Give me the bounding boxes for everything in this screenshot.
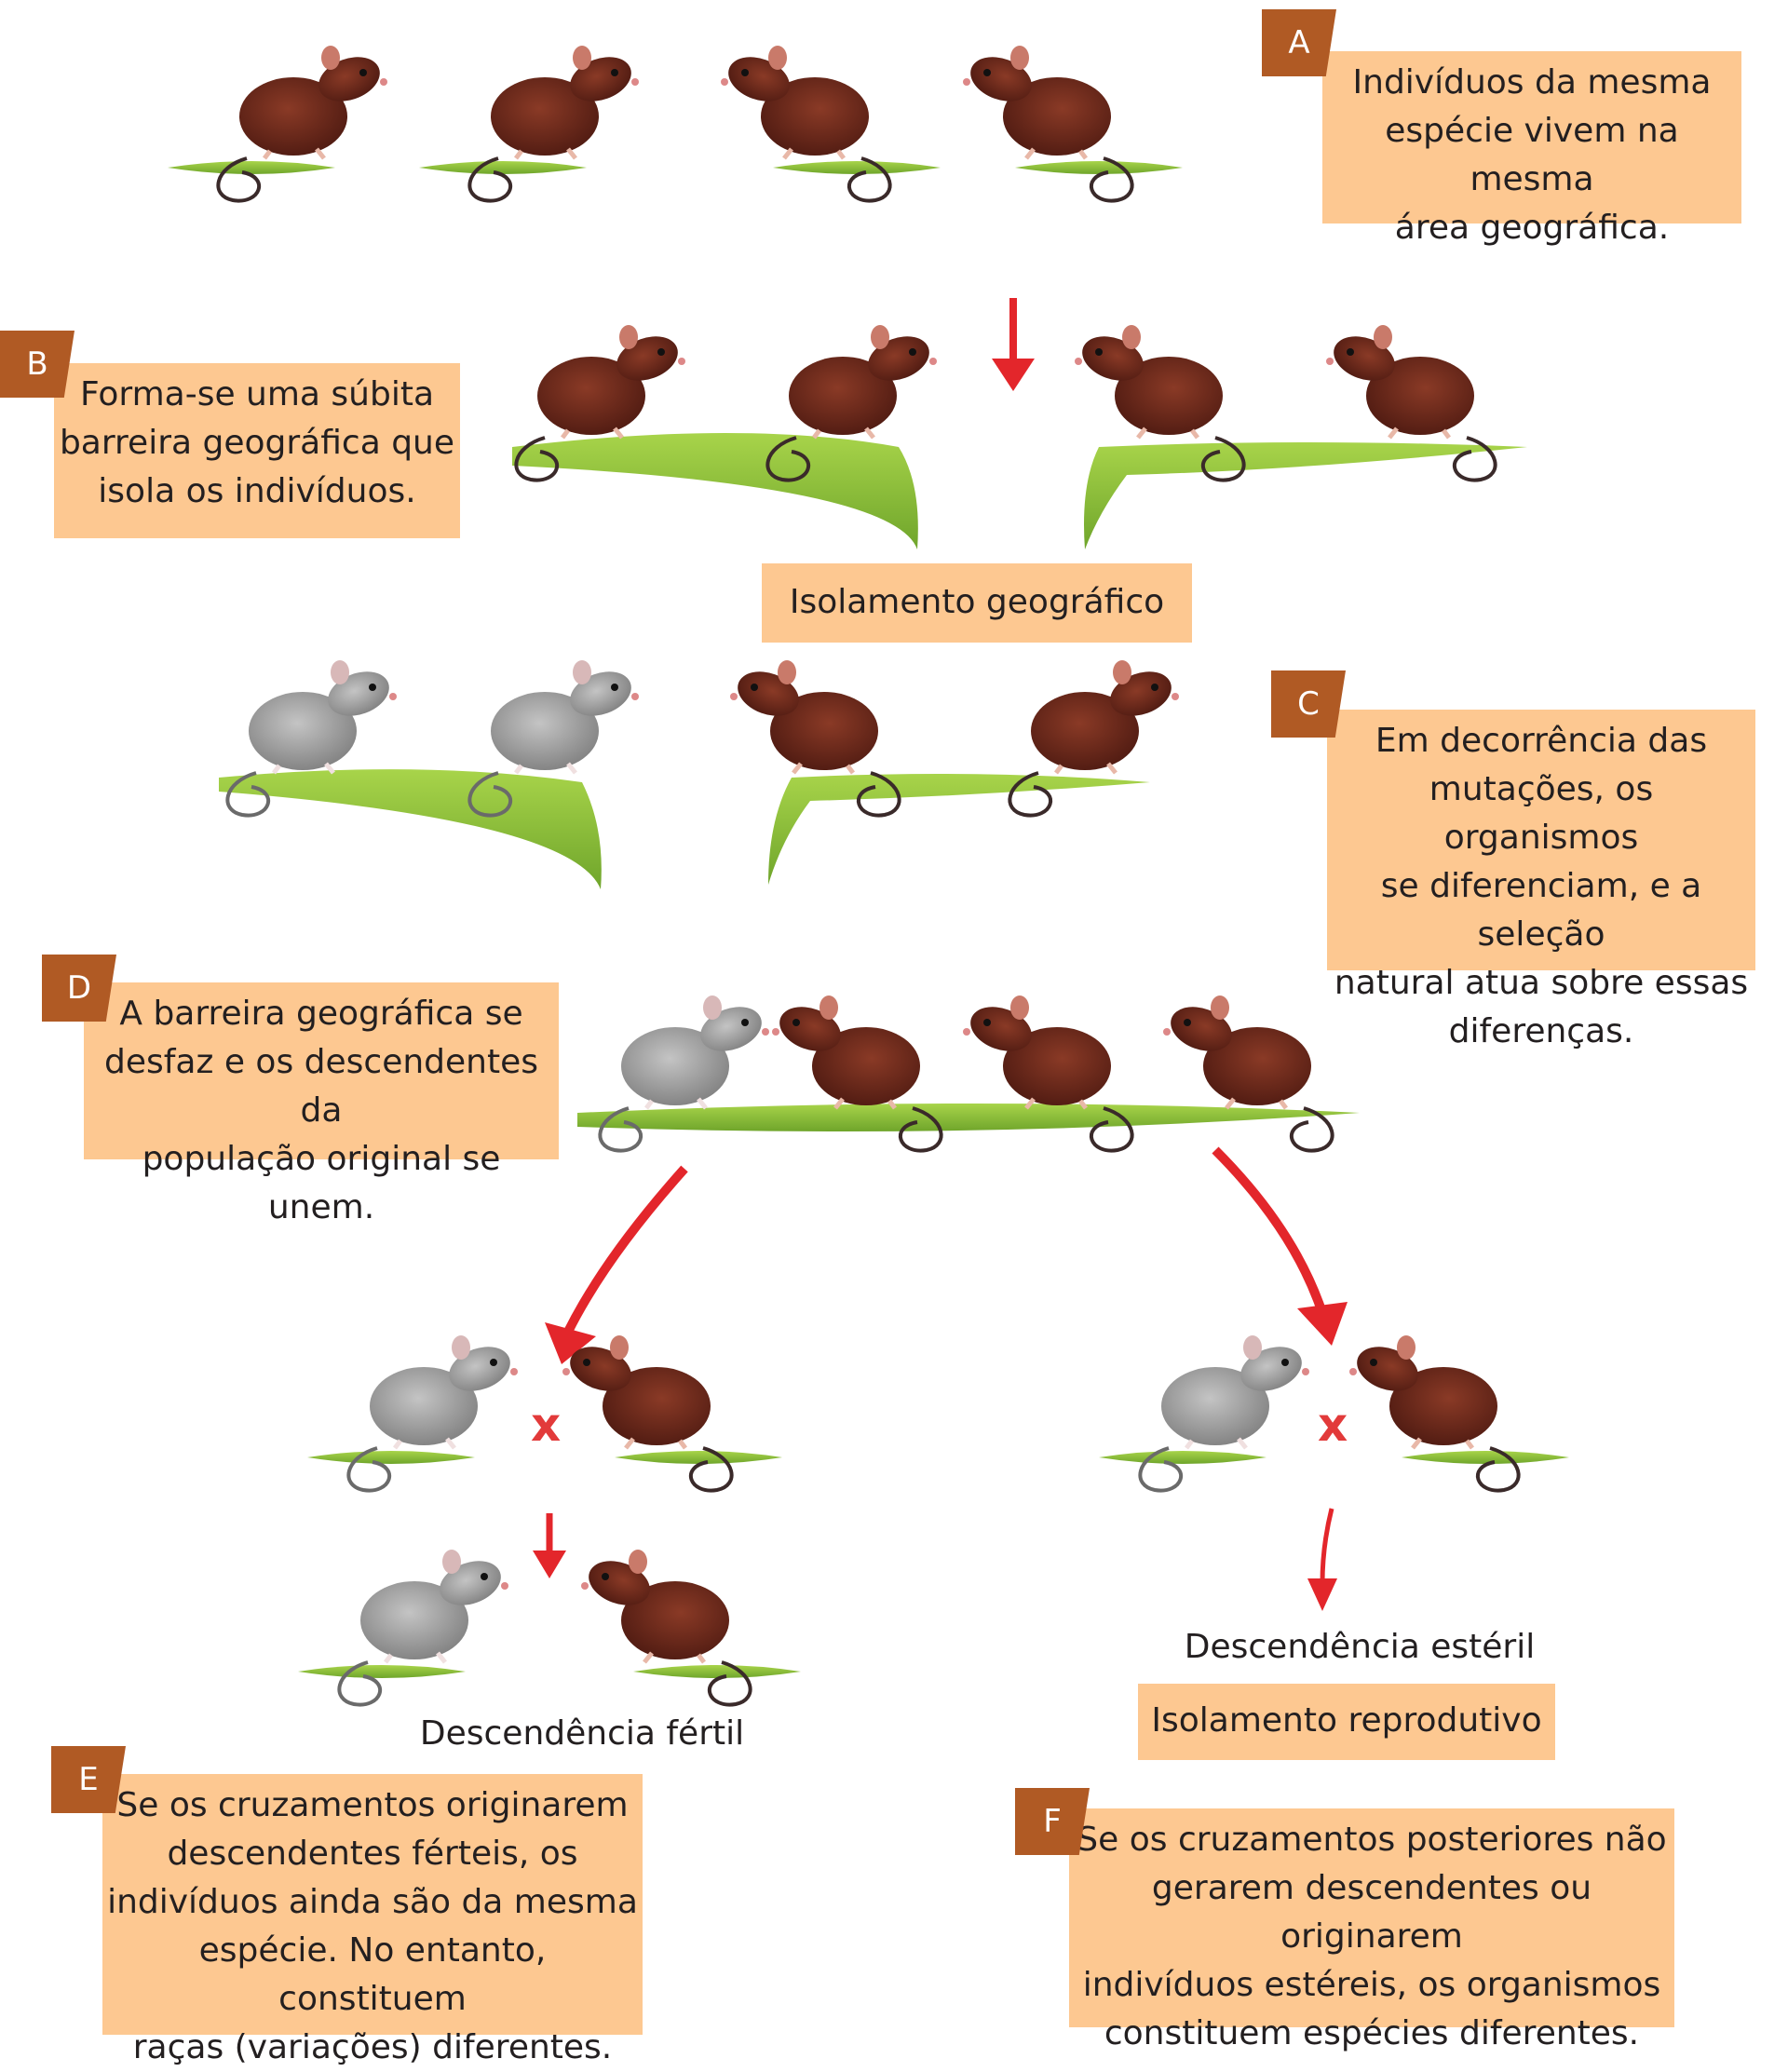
right-cross-parents [1099, 1335, 1569, 1611]
row-c-divergence [219, 660, 1179, 889]
row-d-union [577, 995, 1360, 1151]
geographic-isolation-label: Isolamento geográfico [762, 563, 1192, 643]
left-cross-parents [298, 1335, 801, 1705]
fertile-offspring-label: Descendência fértil [419, 1714, 745, 1753]
panel-b-tag: B [0, 331, 74, 398]
panel-e-text: Se os cruzamentos originarem descendente… [102, 1774, 643, 2066]
panel-d-tag: D [42, 955, 116, 1022]
panel-b-text: Forma-se uma súbita barreira geográfica … [54, 363, 460, 538]
panel-c-text: Em decorrência das mutações, os organism… [1327, 710, 1755, 1050]
panel-a-tag: A [1262, 9, 1336, 76]
reproductive-isolation-label: Isolamento reprodutivo [1138, 1684, 1555, 1760]
panel-e-tag: E [51, 1746, 126, 1813]
panel-f-tag: F [1015, 1788, 1090, 1855]
arrows-split [545, 1146, 1348, 1364]
panel-a-text: Indivíduos da mesma espécie vivem na mes… [1322, 51, 1741, 247]
row-a-mice [168, 46, 1183, 201]
row-b-barrier [512, 325, 1527, 549]
panel-c-tag: C [1271, 670, 1346, 738]
cross-symbol-left: x [531, 1398, 562, 1452]
panel-f-text: Se os cruzamentos posteriores não gerare… [1069, 1808, 1674, 2052]
arrow-down-1 [992, 298, 1035, 391]
cross-symbol-right: x [1318, 1398, 1348, 1452]
sterile-offspring-label: Descendência estéril [1184, 1628, 1536, 1666]
panel-d-text: A barreira geográfica se desfaz e os des… [84, 982, 559, 1226]
